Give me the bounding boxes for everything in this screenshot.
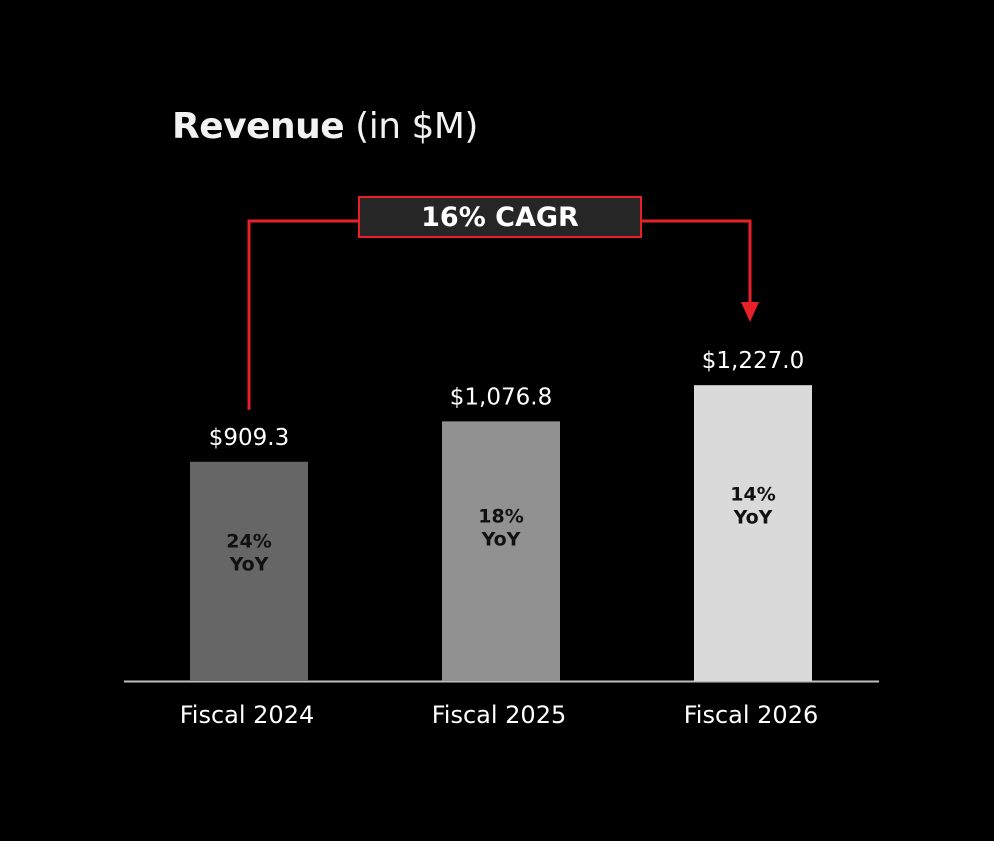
cagr-label: 16% CAGR <box>421 201 579 233</box>
cagr-connector-left <box>247 219 358 410</box>
bar-yoy-label-3-line-1: 14% <box>730 484 775 506</box>
cagr-arrowhead-icon <box>741 302 759 322</box>
category-label-1: Fiscal 2024 <box>180 701 315 729</box>
bar-3 <box>694 385 812 681</box>
bar-2 <box>442 421 560 681</box>
bar-yoy-label-2-line-1: 18% <box>478 506 523 528</box>
bar-yoy-label-2-line-2: YoY <box>481 529 521 551</box>
bar-yoy-label-3-line-2: YoY <box>733 507 773 529</box>
bar-1 <box>190 461 308 681</box>
cagr-annotation: 16% CAGR <box>358 196 642 238</box>
bar-value-label-3: $1,227.0 <box>702 348 804 374</box>
bar-value-label-2: $1,076.8 <box>450 384 552 410</box>
cagr-connector-right <box>642 219 752 303</box>
bar-yoy-label-1-line-2: YoY <box>229 553 269 575</box>
chart-title-unit: (in $M) <box>355 106 478 147</box>
category-label-2: Fiscal 2025 <box>432 701 567 729</box>
category-label-3: Fiscal 2026 <box>684 701 819 729</box>
chart-title: Revenue (in $M) <box>172 106 478 147</box>
chart-title-bold: Revenue <box>172 106 345 147</box>
bar-yoy-label-1-line-1: 24% <box>226 530 271 552</box>
bar-value-label-1: $909.3 <box>209 425 289 451</box>
